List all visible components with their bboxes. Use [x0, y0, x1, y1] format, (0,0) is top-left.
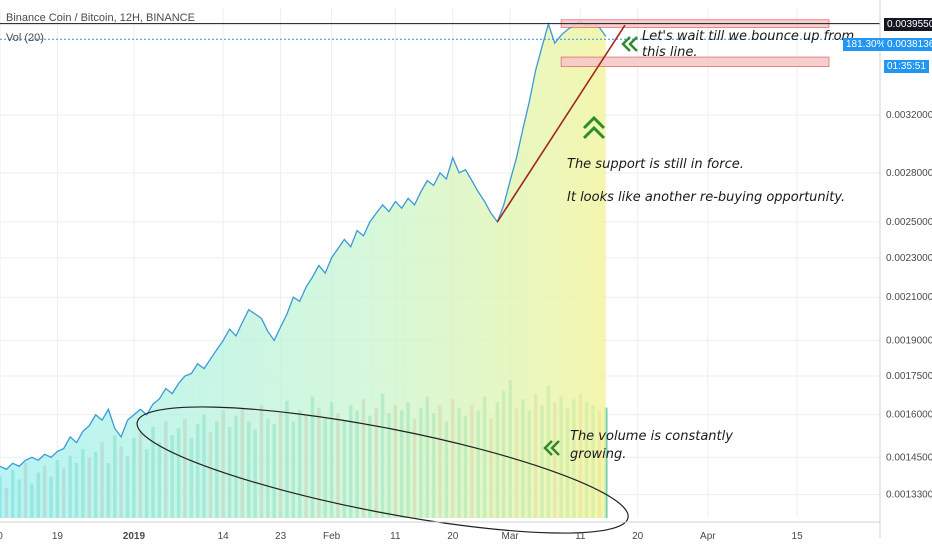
volume-indicator-label: Vol (20): [6, 32, 44, 44]
double-left-arrow-volume: [543, 440, 560, 456]
y-tick-label: 0.0014500: [886, 452, 932, 463]
y-tick-label: 0.0025000: [886, 217, 932, 228]
x-tick-label: Apr: [700, 531, 716, 542]
annotation-volume-line2: growing.: [570, 447, 626, 462]
annotation-wait-line1: Let's wait till we bounce up from: [642, 29, 854, 44]
percent-change-tag: 181.30%: [843, 38, 889, 51]
support-trendline: [496, 24, 626, 223]
double-up-arrow: [582, 115, 606, 140]
x-tick-label: 11: [390, 531, 401, 542]
y-tick-label: 0.0032000: [886, 110, 932, 121]
y-tick-label: 0.0021000: [886, 292, 932, 303]
top-price-tag: 0.0039550: [884, 18, 932, 31]
price-line: [0, 20, 607, 471]
symbol-title: Binance Coin / Bitcoin, 12H, BINANCE: [6, 12, 195, 24]
x-tick-label: 20: [447, 531, 459, 542]
y-tick-label: 0.0023000: [886, 253, 932, 264]
annotation-wait-line2: this line.: [642, 45, 697, 60]
chevron-left-icon: [628, 36, 638, 52]
chevron-up-icon: [582, 115, 606, 130]
volume-trend-ellipse: [136, 406, 629, 534]
x-tick-label: 23: [275, 531, 287, 542]
y-tick-label: 0.0028000: [886, 168, 932, 179]
y-tick-label: 0.0013300: [886, 490, 932, 501]
chevron-left-icon: [543, 440, 553, 456]
annotation-support: The support is still in force.: [567, 157, 744, 172]
price-area: [0, 20, 606, 518]
chevron-left-icon: [550, 440, 560, 456]
support-zone: [560, 56, 830, 68]
y-tick-label: 0.0017500: [886, 371, 932, 382]
x-tick-label: 2019: [123, 531, 146, 542]
double-left-arrow-top: [621, 36, 638, 52]
x-tick-label: 11: [575, 531, 586, 542]
x-tick-label: 14: [218, 531, 230, 542]
x-tick-label: 15: [792, 531, 804, 542]
chevron-up-icon: [582, 125, 606, 140]
x-tick-label: 0: [0, 531, 3, 542]
x-tick-label: 20: [632, 531, 644, 542]
x-tick-label: Feb: [323, 531, 341, 542]
x-tick-label: 19: [52, 531, 64, 542]
countdown-timer-tag: 01:35:51: [884, 60, 929, 73]
x-tick-label: Mar: [502, 531, 520, 542]
current-price-tag: 0.0038136: [884, 38, 932, 51]
y-tick-label: 0.0019000: [886, 335, 932, 346]
y-tick-label: 0.0016000: [886, 410, 932, 421]
chevron-left-icon: [621, 36, 631, 52]
annotation-volume-line1: The volume is constantly: [570, 429, 733, 444]
annotation-rebuy: It looks like another re-buying opportun…: [567, 190, 845, 205]
